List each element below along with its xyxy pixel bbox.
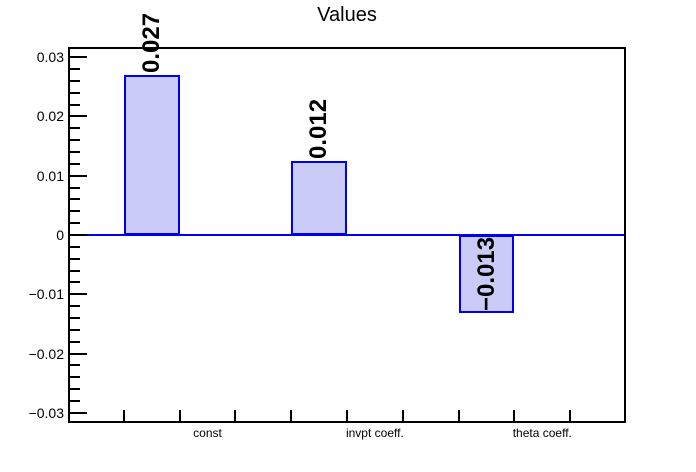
bar-value-label: 0.012 <box>305 98 333 159</box>
y-tick-label: −0.03 <box>28 404 64 421</box>
x-tick <box>122 410 125 421</box>
y-major-tick <box>70 352 87 355</box>
y-minor-tick <box>70 376 80 379</box>
plot-frame <box>68 47 626 423</box>
y-minor-tick <box>70 198 80 201</box>
y-minor-tick <box>70 103 80 106</box>
y-minor-tick <box>70 222 80 225</box>
y-minor-tick <box>70 150 80 153</box>
y-minor-tick <box>70 139 80 142</box>
x-category-label: theta coeff. <box>512 426 572 440</box>
y-tick-label: 0 <box>56 227 64 243</box>
x-tick <box>290 410 293 421</box>
x-tick <box>234 410 237 421</box>
y-major-tick <box>70 411 87 414</box>
x-tick <box>457 410 460 421</box>
y-tick-label: −0.01 <box>28 286 64 303</box>
x-tick <box>178 410 181 421</box>
y-minor-tick <box>70 210 80 213</box>
x-tick <box>513 410 516 421</box>
y-minor-tick <box>70 388 80 391</box>
x-tick <box>346 410 348 421</box>
y-major-tick <box>70 174 87 177</box>
bar-1 <box>291 160 347 235</box>
y-minor-tick <box>70 328 80 331</box>
y-minor-tick <box>70 400 80 403</box>
zero-line <box>70 234 624 236</box>
y-minor-tick <box>70 186 80 189</box>
y-minor-tick <box>70 79 80 82</box>
y-tick-label: −0.02 <box>28 345 64 362</box>
x-category-label: invpt coeff. <box>345 426 404 440</box>
y-minor-tick <box>70 305 80 308</box>
x-tick <box>569 410 572 421</box>
y-major-tick <box>70 234 87 236</box>
y-minor-tick <box>70 162 80 165</box>
y-minor-tick <box>70 269 80 272</box>
chart-title: Values <box>317 4 377 26</box>
y-major-tick <box>70 293 87 296</box>
x-tick <box>401 410 404 421</box>
bar-value-label: −0.013 <box>472 237 500 312</box>
y-major-tick <box>70 56 87 59</box>
y-minor-tick <box>70 245 80 248</box>
bar-value-label: 0.027 <box>137 12 165 73</box>
y-minor-tick <box>70 67 80 70</box>
bar-0 <box>123 74 180 235</box>
y-minor-tick <box>70 281 80 284</box>
y-minor-tick <box>70 257 80 260</box>
y-minor-tick <box>70 91 80 94</box>
y-tick-label: 0.03 <box>36 49 64 66</box>
x-category-label: const <box>193 426 222 440</box>
y-major-tick <box>70 115 87 118</box>
y-minor-tick <box>70 127 80 130</box>
bar-2 <box>458 235 515 314</box>
y-minor-tick <box>70 340 80 343</box>
y-minor-tick <box>70 364 80 367</box>
y-tick-label: 0.02 <box>36 108 64 125</box>
y-tick-label: 0.01 <box>36 167 64 184</box>
y-minor-tick <box>70 317 80 320</box>
